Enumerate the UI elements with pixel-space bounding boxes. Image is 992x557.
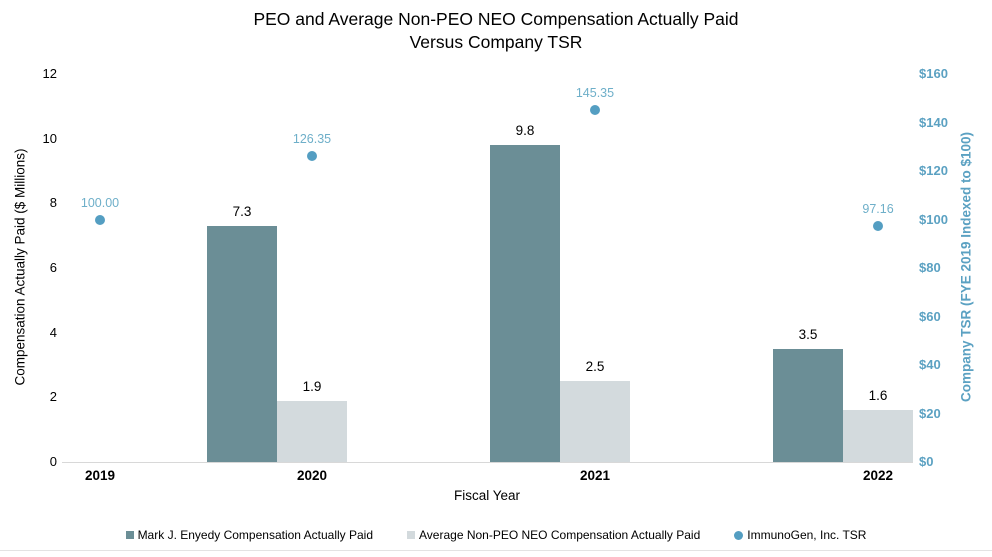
y-left-tick-label: 6	[49, 260, 57, 275]
legend-label: Average Non-PEO NEO Compensation Actuall…	[419, 528, 701, 542]
legend-label: ImmunoGen, Inc. TSR	[747, 528, 867, 542]
tsr-point-2019	[95, 214, 106, 225]
y-right-tick-label: $0	[919, 454, 934, 469]
chart-title-line1: PEO and Average Non-PEO NEO Compensation…	[253, 9, 739, 29]
legend-square-marker	[407, 531, 416, 539]
legend-label: Mark J. Enyedy Compensation Actually Pai…	[137, 528, 374, 542]
legend-square-marker	[125, 531, 134, 539]
tsr-value-label-2021: 145.35	[575, 85, 615, 100]
y-left-tick-label: 4	[49, 324, 57, 340]
bar-series2-2020	[277, 400, 348, 462]
bar-series2-2022	[843, 410, 914, 462]
legend-item-3: ImmunoGen, Inc. TSR	[734, 528, 866, 542]
y-left-tick-label: 2	[49, 389, 57, 405]
y-left-tick-label: 0	[49, 454, 57, 469]
y-left-tick-label: 10	[42, 130, 57, 146]
bottom-divider	[0, 550, 992, 551]
y-right-tick-label: $100	[919, 211, 948, 227]
tsr-point-2020	[307, 150, 318, 161]
bar-series1-2022	[773, 348, 844, 462]
bar-value-label-2020: 7.3	[232, 203, 252, 219]
y-left-tick-label: 8	[49, 195, 57, 211]
chart-title: PEO and Average Non-PEO NEO Compensation…	[0, 8, 992, 54]
bar-series1-2020	[207, 225, 278, 462]
y-right-tick-label: $120	[919, 163, 948, 178]
x-tick-label-2022: 2022	[862, 468, 894, 483]
tsr-value-label-2019: 100.00	[80, 195, 120, 210]
tsr-point-2022	[873, 221, 884, 232]
x-axis-line	[62, 462, 913, 463]
bar-value-label-2022: 3.5	[798, 326, 818, 342]
bar-series2-2021	[559, 381, 630, 462]
y-right-tick-label: $60	[919, 308, 941, 324]
y-right-tick-label: $140	[919, 114, 948, 130]
x-tick-label-2020: 2020	[296, 468, 328, 483]
bar-value-label-2021: 2.5	[585, 359, 605, 375]
tsr-point-2021	[589, 104, 600, 115]
legend-item-1: Mark J. Enyedy Compensation Actually Pai…	[125, 528, 374, 542]
bar-value-label-2022: 1.6	[868, 388, 888, 404]
x-axis-title: Fiscal Year	[453, 488, 521, 503]
y-right-tick-label: $80	[919, 260, 941, 275]
tsr-value-label-2020: 126.35	[292, 131, 332, 146]
legend-circle-marker	[734, 530, 744, 540]
y-right-tick-label: $160	[919, 66, 948, 81]
chart-title-line2: Versus Company TSR	[409, 32, 583, 52]
bar-series1-2021	[489, 145, 560, 462]
chart-legend: Mark J. Enyedy Compensation Actually Pai…	[0, 528, 992, 542]
x-tick-label-2021: 2021	[579, 468, 610, 483]
x-tick-label-2019: 2019	[85, 468, 116, 483]
y-right-tick-label: $20	[919, 405, 941, 421]
bar-value-label-2020: 1.9	[302, 378, 322, 394]
tsr-value-label-2022: 97.16	[862, 202, 894, 217]
legend-item-2: Average Non-PEO NEO Compensation Actuall…	[407, 528, 700, 542]
bar-value-label-2021: 9.8	[515, 123, 535, 139]
y-right-tick-label: $40	[919, 357, 941, 372]
y-left-tick-label: 12	[42, 66, 57, 81]
